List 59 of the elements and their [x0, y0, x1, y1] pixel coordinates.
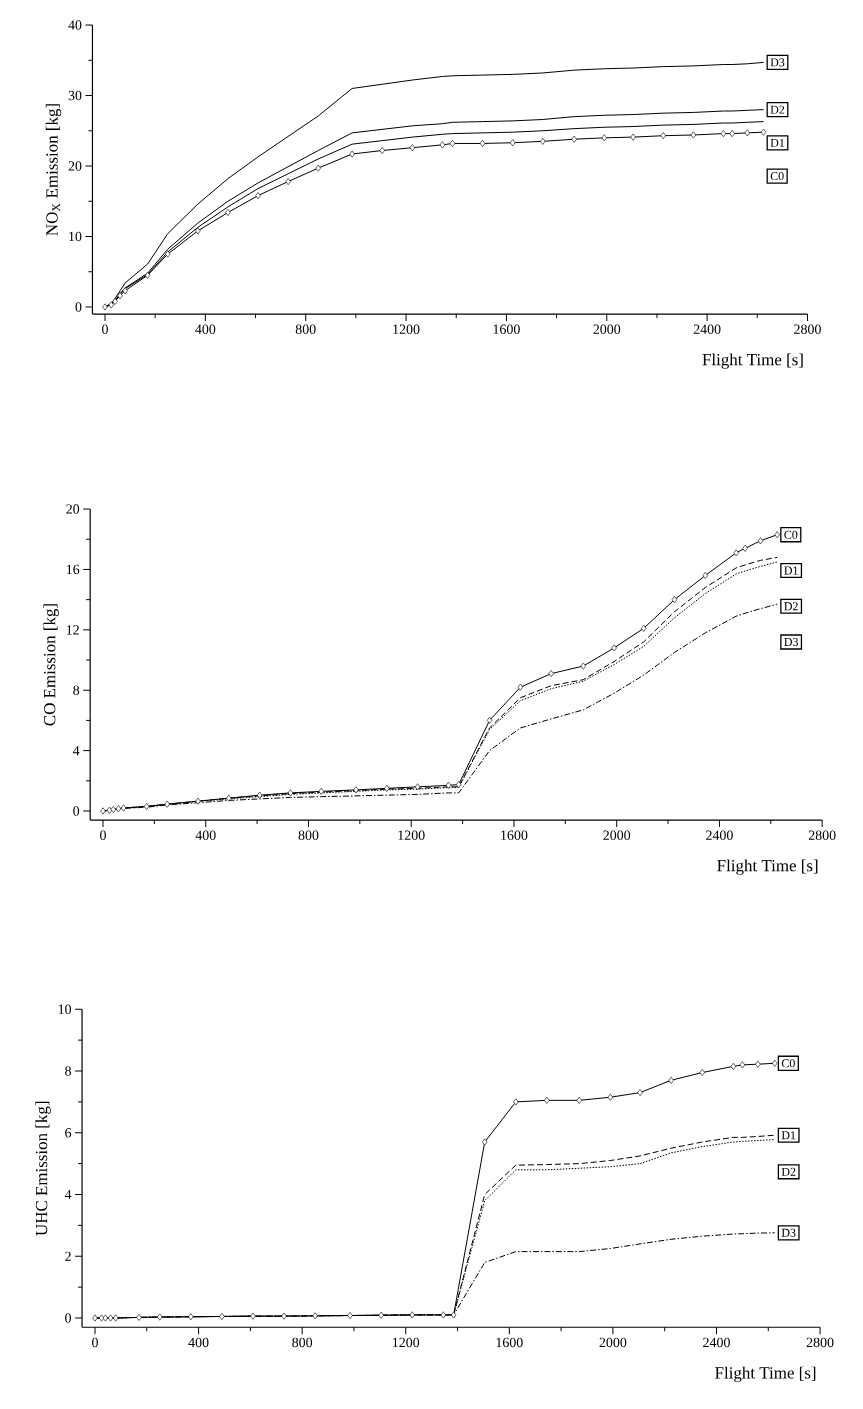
x-tick-label: 400	[188, 1337, 209, 1348]
x-tick-label: 800	[292, 1337, 313, 1348]
series-label: D1	[784, 566, 798, 575]
y-tick-label: 4	[72, 746, 80, 756]
y-tick-label: 6	[65, 1128, 72, 1138]
series-label: D1	[770, 138, 785, 147]
text: C0	[770, 172, 784, 181]
x-axis-title: Flight Time [s]	[715, 1366, 816, 1383]
x-tick-label: 2800	[808, 830, 836, 840]
x-tick-label: 1600	[493, 324, 520, 334]
y-axis-title: NO$_{X}$ Emission [kg]	[45, 104, 62, 236]
series-label: D3	[770, 58, 785, 67]
x-tick-label: 0	[92, 1337, 98, 1348]
x-tick-label: 800	[298, 830, 319, 840]
x-tick-label: 1200	[398, 830, 425, 840]
text: D2	[781, 1167, 796, 1176]
y-tick-label: 0	[65, 1313, 72, 1323]
y-tick-label: 0	[73, 806, 80, 816]
x-tick-label: 400	[195, 830, 216, 840]
y-tick-label: 10	[58, 1004, 72, 1014]
x-tick-label: 0	[100, 830, 106, 840]
y-tick-label: 16	[66, 564, 80, 575]
x-tick-label: 800	[295, 324, 316, 334]
x-tick-label: 2000	[603, 830, 631, 840]
y-tick-label: 20	[66, 504, 80, 514]
x-tick-label: 2800	[794, 324, 821, 334]
x-tick-label: 1200	[393, 1337, 420, 1348]
x-tick-label: 1600	[501, 830, 528, 840]
x-tick-label: 1200	[393, 324, 420, 334]
y-tick-label: 10	[69, 231, 82, 242]
y-tick-label: 30	[68, 90, 82, 101]
x-tick-label: 2400	[703, 1337, 730, 1348]
text: D3	[784, 637, 798, 647]
text: D2	[784, 602, 798, 611]
x-tick-label: 2000	[593, 324, 621, 334]
x-tick-label: 1600	[496, 1337, 523, 1348]
x-tick-label: 0	[102, 324, 108, 334]
x-tick-label: 2400	[706, 830, 733, 840]
x-tick-label: 2400	[693, 324, 721, 334]
x-tick-label: 400	[195, 324, 216, 334]
y-tick-label: 12	[66, 625, 79, 635]
y-tick-label: 8	[73, 685, 80, 695]
y-tick-label: 4	[64, 1189, 72, 1200]
x-tick-label: 2000	[599, 1337, 627, 1348]
x-axis-title: Flight Time [s]	[702, 353, 803, 369]
y-tick-label: 20	[68, 161, 82, 171]
y-axis-title: UHC Emission [kg]	[35, 1101, 51, 1236]
series-label: C0	[781, 1059, 795, 1068]
x-tick-label: 2800	[806, 1337, 834, 1348]
y-tick-label: 40	[68, 20, 82, 30]
y-axis-title: CO Emission [kg]	[43, 604, 59, 726]
series-label: D1	[781, 1131, 796, 1140]
series-label: D2	[770, 105, 785, 114]
series-label: D3	[781, 1228, 796, 1237]
y-tick-label: 8	[65, 1066, 72, 1076]
y-tick-label: 2	[65, 1251, 71, 1261]
x-axis-title: Flight Time [s]	[717, 859, 818, 875]
series-label: C0	[784, 530, 798, 539]
y-tick-label: 0	[75, 302, 82, 312]
